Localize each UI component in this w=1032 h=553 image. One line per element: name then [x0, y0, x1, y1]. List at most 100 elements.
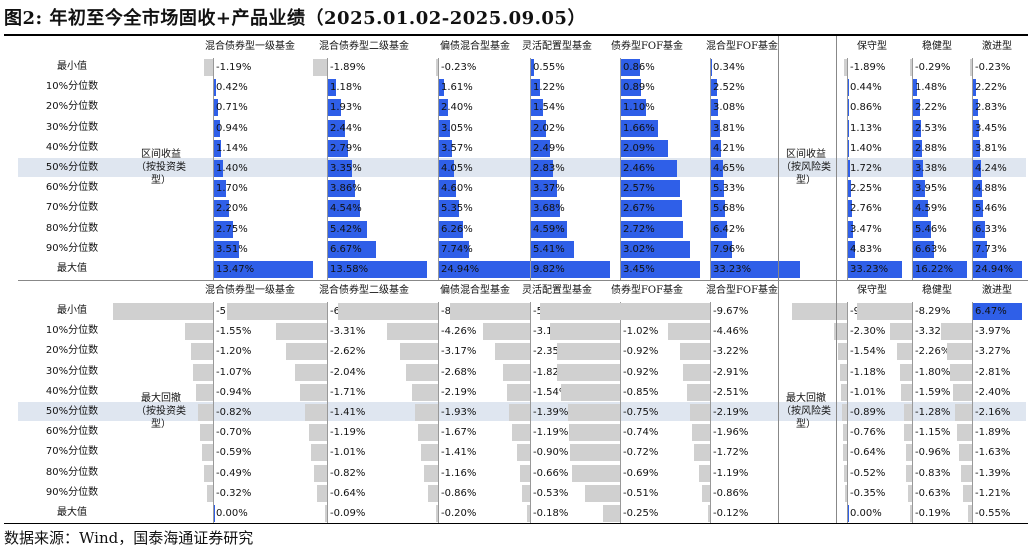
data-bar — [841, 383, 847, 401]
data-value: 2.79% — [330, 142, 362, 154]
data-value: 5.42% — [330, 223, 362, 235]
data-value: -1.01% — [330, 447, 366, 459]
row-label: 40%分位数 — [45, 141, 99, 153]
data-value: 4.88% — [975, 183, 1007, 195]
row-label: 最小值 — [57, 61, 87, 72]
data-bar — [970, 59, 972, 76]
data-bar — [530, 220, 568, 238]
data-value: 2.72% — [623, 223, 655, 235]
data-bar — [847, 505, 849, 522]
data-bar — [438, 220, 464, 238]
data-bar — [438, 79, 445, 97]
column-header: 保守型 — [857, 41, 887, 52]
data-bar — [905, 444, 912, 462]
data-bar — [556, 343, 620, 361]
data-bar — [620, 160, 678, 177]
row-label: 30%分位数 — [45, 365, 99, 377]
data-bar — [972, 220, 985, 238]
data-bar — [842, 424, 847, 442]
data-bar — [912, 261, 967, 278]
data-bar — [910, 59, 912, 76]
data-bar — [620, 240, 691, 258]
data-bar — [955, 404, 972, 421]
data-bar — [568, 424, 620, 442]
data-value: -0.29% — [915, 62, 951, 73]
data-bar — [313, 59, 327, 76]
data-value: 4.83% — [850, 243, 882, 255]
median-row-highlight — [18, 158, 1026, 177]
data-value: -1.19% — [330, 427, 366, 439]
data-bar — [708, 505, 710, 522]
data-value: 0.42% — [216, 82, 248, 94]
data-bar — [530, 180, 558, 198]
data-value: 7.96% — [713, 243, 745, 255]
data-value: 16.22% — [915, 264, 954, 275]
row-label: 最大值 — [57, 263, 87, 274]
data-value: -1.02% — [623, 326, 659, 338]
data-bar — [213, 160, 224, 177]
row-label: 10%分位数 — [45, 81, 99, 93]
data-bar — [903, 404, 912, 421]
data-value: -2.35% — [533, 346, 569, 358]
data-value: 5.68% — [713, 203, 745, 215]
data-bar — [953, 383, 972, 401]
data-bar — [438, 119, 451, 137]
data-value: 0.86% — [850, 102, 882, 114]
axis-line — [438, 302, 439, 525]
row-label: 50%分位数 — [45, 162, 99, 173]
data-value: -1.16% — [441, 467, 477, 479]
data-value: -4.26% — [441, 326, 477, 338]
data-bar — [710, 59, 712, 76]
data-bar — [906, 464, 912, 482]
data-value: 0.86% — [623, 62, 655, 73]
data-value: -3.32% — [915, 326, 951, 338]
data-bar — [405, 363, 438, 381]
data-bar — [191, 343, 213, 361]
data-bar — [912, 119, 921, 137]
data-value: -0.94% — [216, 386, 252, 398]
data-value: -1.89% — [975, 427, 1011, 439]
data-bar — [792, 303, 847, 320]
data-bar — [438, 160, 455, 177]
data-value: -2.16% — [975, 407, 1011, 418]
data-bar — [314, 464, 327, 482]
data-bar — [847, 79, 849, 97]
data-bar — [568, 404, 620, 421]
data-value: 1.13% — [850, 122, 882, 134]
data-bar — [689, 404, 710, 421]
data-value: 6.42% — [713, 223, 745, 235]
data-value: -2.19% — [713, 407, 749, 418]
data-value: 24.94% — [975, 264, 1014, 275]
data-bar — [900, 363, 912, 381]
data-value: -3.31% — [330, 326, 366, 338]
data-bar — [959, 444, 972, 462]
data-bar — [556, 363, 620, 381]
axis-line — [213, 302, 214, 525]
data-bar — [972, 303, 1022, 320]
data-bar — [912, 79, 918, 97]
data-value: -0.09% — [330, 508, 366, 519]
axis-line — [847, 58, 848, 281]
data-value: -1.18% — [850, 366, 886, 378]
data-bar — [710, 79, 717, 97]
data-bar — [962, 484, 972, 502]
data-value: 2.20% — [216, 203, 248, 215]
data-value: 2.25% — [850, 183, 882, 195]
data-value: 3.51% — [216, 243, 248, 255]
data-bar — [295, 363, 327, 381]
data-value: -1.21% — [975, 487, 1011, 499]
row-label: 70%分位数 — [45, 446, 99, 458]
axis-line — [327, 302, 328, 525]
data-value: -0.51% — [623, 487, 659, 499]
block-separator — [778, 36, 779, 523]
data-value: 3.81% — [713, 122, 745, 134]
data-value: -0.25% — [623, 508, 659, 519]
data-value: 2.76% — [850, 203, 882, 215]
data-bar — [620, 261, 700, 278]
data-bar — [438, 261, 538, 278]
data-bar — [901, 383, 912, 401]
data-bar — [204, 59, 213, 76]
data-bar — [424, 464, 438, 482]
data-value: 33.23% — [850, 264, 889, 275]
data-bar — [438, 240, 470, 258]
